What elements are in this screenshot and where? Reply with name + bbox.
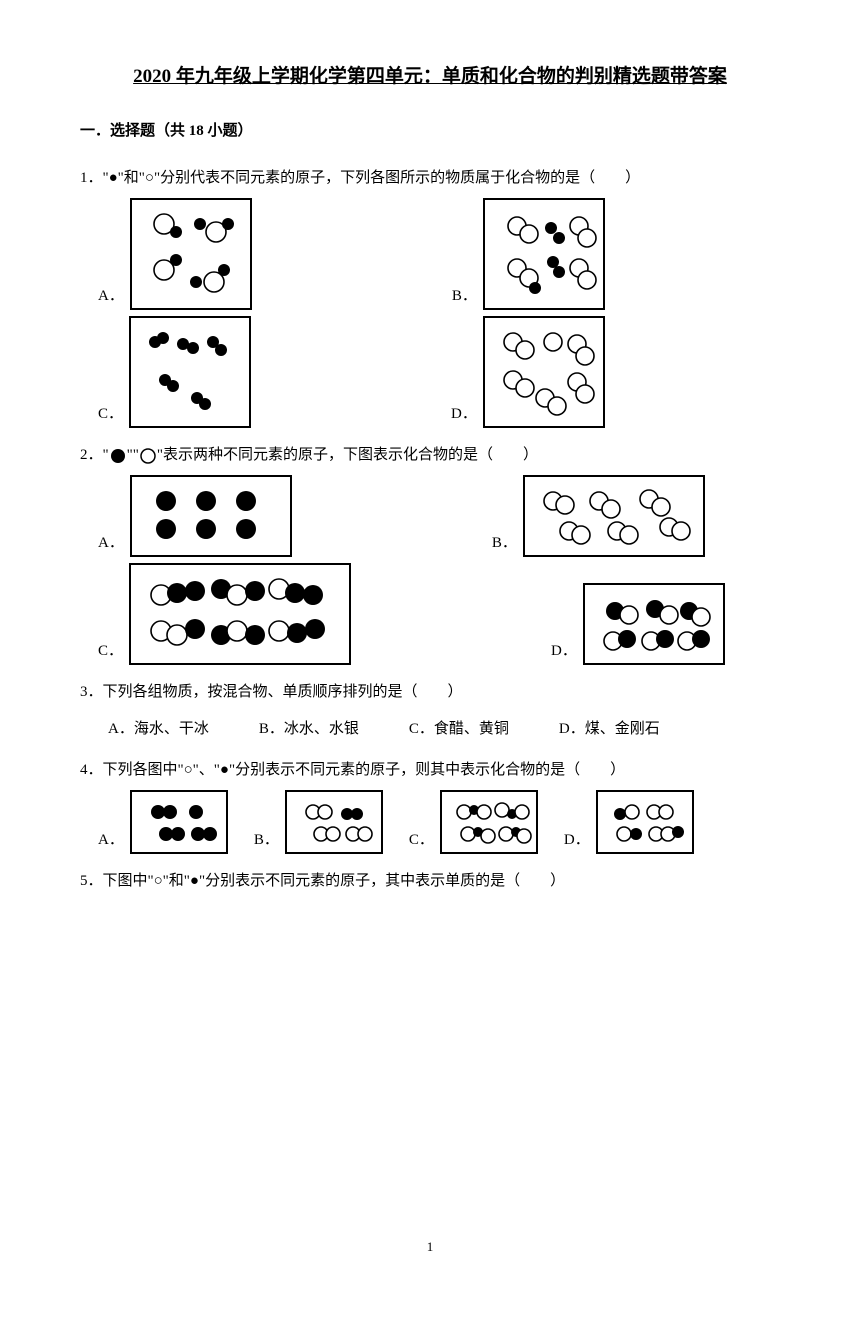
open-circle-icon [139, 442, 157, 469]
question-4: 4．下列各图中"○"、"●"分别表示不同元素的原子，则其中表示化合物的是（ ） … [80, 757, 780, 854]
q4-stem: 4．下列各图中"○"、"●"分别表示不同元素的原子，则其中表示化合物的是（ ） [80, 757, 780, 784]
q3-opt-b: B．冰水、水银 [259, 716, 359, 743]
q4-diagram-a [130, 790, 228, 854]
q4-opt-b-label: B． [254, 827, 279, 854]
q4-opt-c-label: C． [409, 827, 434, 854]
q2-diagram-d [583, 583, 725, 665]
q1-opt-b-label: B． [452, 283, 477, 310]
q3-stem: 3．下列各组物质，按混合物、单质顺序排列的是（ ） [80, 679, 780, 706]
q2-stem-a: 2．" [80, 442, 109, 469]
q2-stem-c: "表示两种不同元素的原子，下图表示化合物的是（ ） [157, 442, 538, 469]
q4-diagram-d [596, 790, 694, 854]
q1-diagram-b [483, 198, 605, 310]
q1-diagram-d [483, 316, 605, 428]
q2-diagram-a [130, 475, 292, 557]
q2-opt-b-label: B． [492, 530, 517, 557]
q3-opt-c: C．食醋、黄铜 [409, 716, 509, 743]
q3-opt-d: D．煤、金刚石 [559, 716, 660, 743]
q4-opt-a-label: A． [98, 827, 124, 854]
q3-opt-a: A．海水、干冰 [108, 716, 209, 743]
q5-stem: 5．下图中"○"和"●"分别表示不同元素的原子，其中表示单质的是（ ） [80, 868, 780, 895]
question-2: 2．" "" "表示两种不同元素的原子，下图表示化合物的是（ ） A． B． C… [80, 442, 780, 665]
q2-stem-b: "" [127, 442, 139, 469]
q1-opt-d-label: D． [451, 401, 477, 428]
page-title: 2020 年九年级上学期化学第四单元：单质和化合物的判别精选题带答案 [80, 60, 780, 94]
q1-diagram-c [129, 316, 251, 428]
q1-opt-c-label: C． [98, 401, 123, 428]
q2-opt-d-label: D． [551, 638, 577, 665]
q1-diagram-a [130, 198, 252, 310]
question-3: 3．下列各组物质，按混合物、单质顺序排列的是（ ） A．海水、干冰 B．冰水、水… [80, 679, 780, 743]
question-1: 1．"●"和"○"分别代表不同元素的原子，下列各图所示的物质属于化合物的是（ ）… [80, 165, 780, 428]
q2-diagram-c [129, 563, 351, 665]
filled-circle-icon [109, 442, 127, 469]
q2-diagram-b [523, 475, 705, 557]
section-heading: 一．选择题（共 18 小题） [80, 118, 780, 145]
q4-diagram-c [440, 790, 538, 854]
q4-diagram-b [285, 790, 383, 854]
q2-opt-c-label: C． [98, 638, 123, 665]
q2-opt-a-label: A． [98, 530, 124, 557]
q4-opt-d-label: D． [564, 827, 590, 854]
page-number: 1 [80, 1235, 780, 1258]
q1-stem: 1．"●"和"○"分别代表不同元素的原子，下列各图所示的物质属于化合物的是（ ） [80, 165, 780, 192]
question-5: 5．下图中"○"和"●"分别表示不同元素的原子，其中表示单质的是（ ） [80, 868, 780, 895]
q1-opt-a-label: A． [98, 283, 124, 310]
